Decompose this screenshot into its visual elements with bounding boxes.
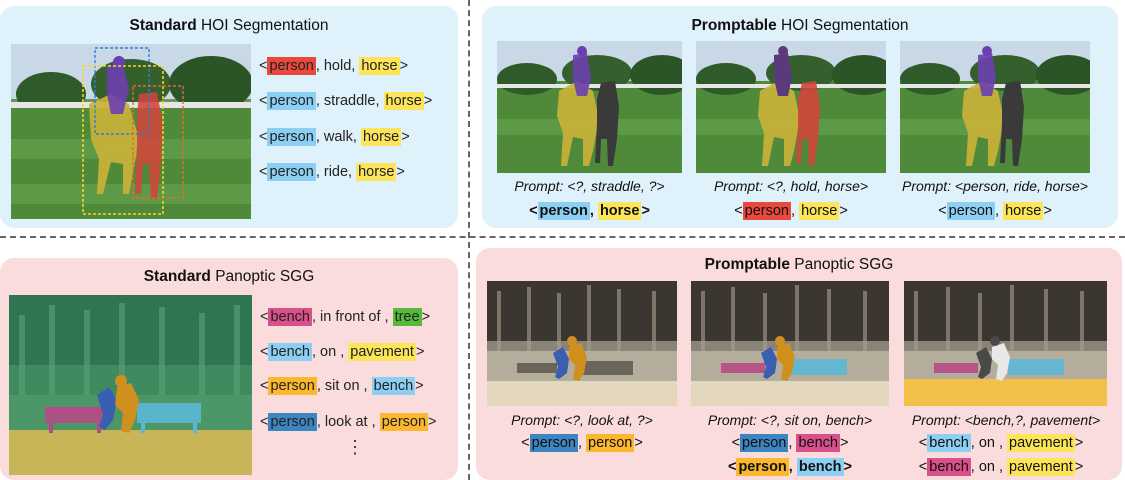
hoi-answer-2: < person, horse > bbox=[734, 202, 848, 220]
hoi-triplet-2: < person, straddle, horse > bbox=[259, 92, 433, 110]
object-tag: horse bbox=[383, 92, 424, 110]
object-tag: bench bbox=[796, 458, 844, 476]
hoi-prompt-image-2 bbox=[696, 41, 886, 173]
hoi-prompt-image-1 bbox=[497, 41, 682, 173]
hoi-triplet-1: < person, hold, horse > bbox=[259, 57, 409, 75]
subject-tag: person bbox=[529, 434, 578, 452]
hoi-answer-3: < person, horse > bbox=[938, 202, 1052, 220]
sgg-triplet-4: < person, look at , person > bbox=[260, 413, 437, 431]
sgg-prompt-image-1 bbox=[487, 281, 677, 406]
ellipsis: ⋮ bbox=[346, 437, 364, 457]
promptable-hoi-title: Promptable HOI Segmentation bbox=[691, 17, 909, 34]
object-tag: pavement bbox=[348, 343, 416, 361]
object-tag: bench bbox=[796, 434, 840, 452]
subject-tag: person bbox=[268, 377, 317, 395]
object-tag: tree bbox=[392, 308, 422, 326]
hoi-prompt-2: Prompt: <?, hold, horse> bbox=[713, 178, 869, 194]
sgg-answer-2a: < person, bench > bbox=[731, 434, 849, 452]
object-tag: horse bbox=[356, 163, 397, 181]
sgg-answer-3b: < bench, on , pavement > bbox=[918, 458, 1084, 476]
hoi-triplet-3: < person, walk, horse > bbox=[259, 128, 410, 146]
object-tag: horse bbox=[360, 128, 402, 146]
promptable-sgg-title: Promptable Panoptic SGG bbox=[704, 256, 894, 273]
subject-tag: person bbox=[267, 57, 316, 75]
subject-tag: person bbox=[267, 163, 316, 181]
hoi-prompt-3: Prompt: <person, ride, horse> bbox=[902, 178, 1088, 194]
object-tag: pavement bbox=[1007, 458, 1075, 476]
standard-hoi-title: Standard HOI Segmentation bbox=[129, 17, 329, 34]
horizontal-divider bbox=[0, 236, 1125, 238]
hoi-triplet-4: < person, ride, horse > bbox=[259, 163, 405, 181]
subject-tag: person bbox=[537, 202, 590, 220]
sgg-answer-3a: < bench, on , pavement > bbox=[918, 434, 1084, 452]
object-tag: horse bbox=[1003, 202, 1044, 220]
sgg-triplet-1: < bench, in front of , tree > bbox=[260, 308, 431, 326]
subject-tag: bench bbox=[268, 308, 312, 326]
subject-tag: person bbox=[742, 202, 791, 220]
sgg-prompt-1: Prompt: <?, look at, ?> bbox=[511, 412, 653, 428]
object-tag: horse bbox=[597, 202, 642, 220]
subject-tag: person bbox=[740, 434, 789, 452]
object-tag: pavement bbox=[1007, 434, 1075, 452]
subject-tag: bench bbox=[927, 458, 971, 476]
hoi-prompt-1: Prompt: <?, straddle, ?> bbox=[514, 178, 665, 194]
object-tag: horse bbox=[359, 57, 400, 75]
subject-tag: person bbox=[946, 202, 995, 220]
sgg-triplet-2: < bench, on , pavement > bbox=[260, 343, 425, 361]
sgg-answer-2b: < person, bench > bbox=[727, 458, 853, 476]
subject-tag: person bbox=[736, 458, 789, 476]
subject-tag: bench bbox=[927, 434, 971, 452]
sgg-prompt-2: Prompt: <?, sit on, bench> bbox=[707, 412, 873, 428]
standard-sgg-title: Standard Panoptic SGG bbox=[143, 268, 315, 285]
subject-tag: person bbox=[268, 413, 317, 431]
object-tag: person bbox=[379, 413, 429, 431]
sgg-prompt-3: Prompt: <bench,?, pavement> bbox=[911, 412, 1101, 428]
subject-tag: person bbox=[267, 92, 316, 110]
sgg-prompt-image-2 bbox=[691, 281, 889, 406]
sgg-prompt-image-3 bbox=[904, 281, 1107, 406]
sgg-standard-image bbox=[9, 295, 252, 475]
vertical-divider bbox=[468, 0, 470, 480]
hoi-answer-1: < person, horse > bbox=[529, 202, 650, 220]
object-tag: person bbox=[586, 434, 635, 452]
object-tag: bench bbox=[371, 377, 416, 395]
hoi-standard-image bbox=[11, 44, 251, 219]
subject-tag: bench bbox=[268, 343, 312, 361]
sgg-answer-1: < person, person > bbox=[521, 434, 643, 452]
object-tag: horse bbox=[799, 202, 840, 220]
hoi-prompt-image-3 bbox=[900, 41, 1090, 173]
subject-tag: person bbox=[267, 128, 316, 146]
sgg-triplet-3: < person, sit on , bench > bbox=[260, 377, 424, 395]
